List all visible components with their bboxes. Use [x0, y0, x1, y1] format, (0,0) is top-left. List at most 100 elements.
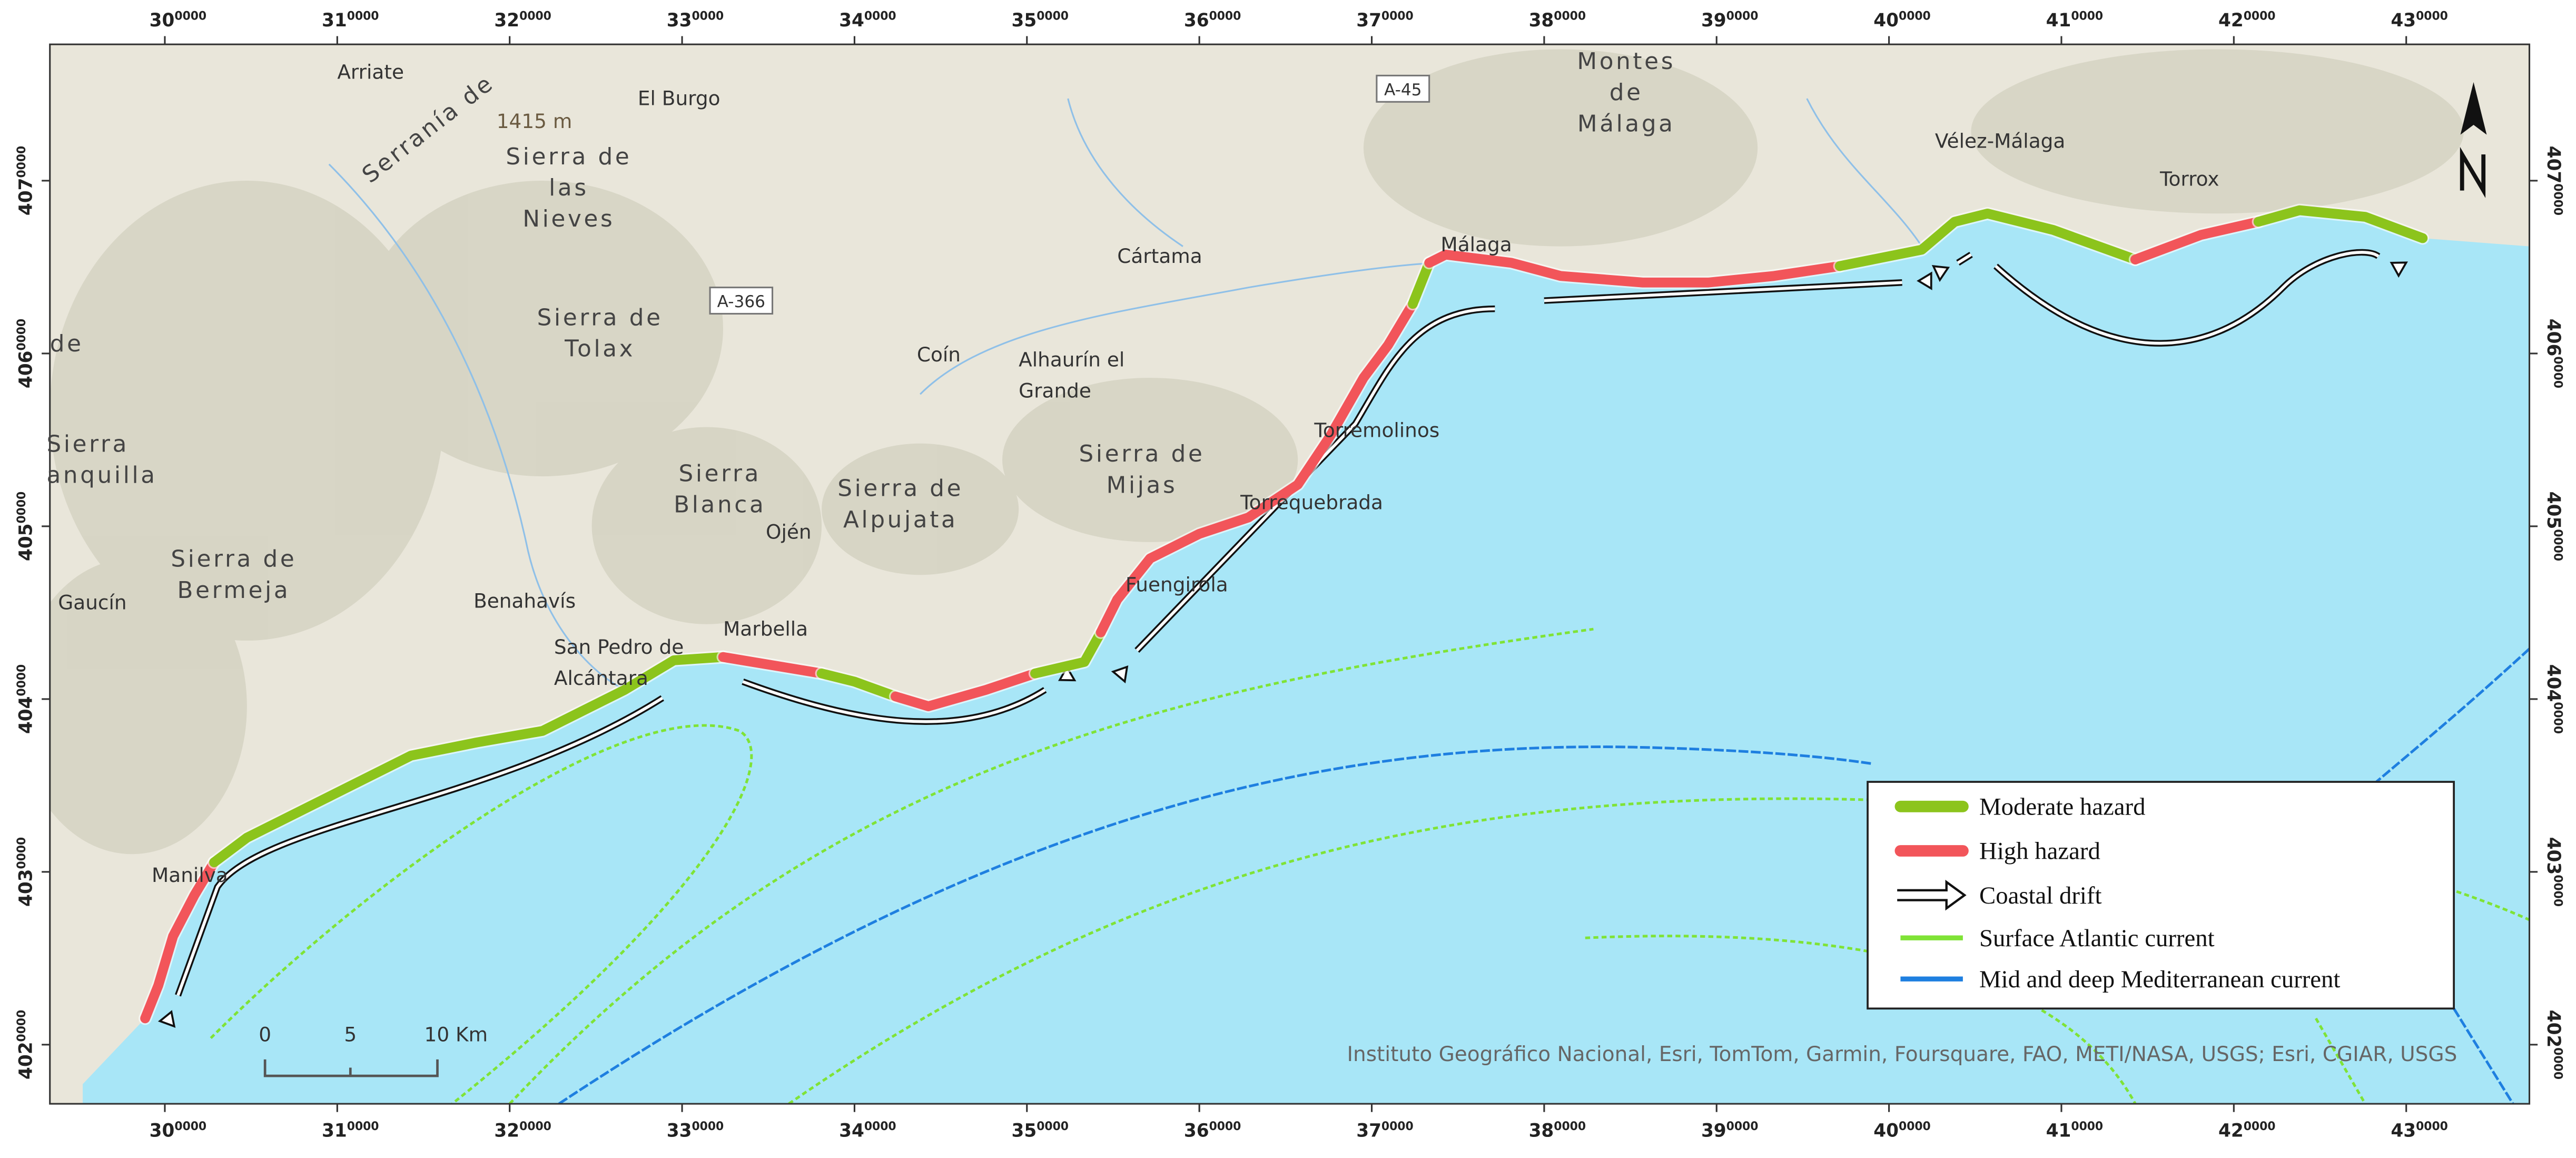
coordinate-label: 4030000 [2543, 837, 2564, 907]
drift-line-inner [742, 680, 1046, 723]
drift-head [157, 1010, 176, 1028]
hazard-segment [1424, 249, 1845, 288]
place-label: Manilva [152, 863, 228, 887]
place-label: Sierra Blanca [674, 460, 766, 518]
place-label-line: Alpujata [843, 506, 958, 533]
coordinate-label: 4060000 [15, 319, 36, 388]
hazard-segment [209, 652, 728, 868]
coordinate-main: 35 [1012, 1120, 1037, 1141]
drift-line-inner [1136, 307, 1495, 652]
coordinate-label: 360000 [1184, 9, 1241, 31]
coordinate-sup: 0000 [2416, 1120, 2448, 1133]
place-label-line: Alcántara [554, 666, 648, 690]
place-label: Sierra de las Nieves [506, 143, 631, 232]
place-label-line: San Pedro de [554, 635, 684, 659]
coordinate-sup: 0000 [2551, 183, 2564, 215]
map-frame [49, 43, 2531, 1105]
hazard-segment [1030, 627, 1106, 679]
coordinate-main: 36 [1184, 1120, 1209, 1141]
coordinate-label: 4050000 [15, 492, 36, 561]
coordinate-label: 350000 [1012, 1120, 1069, 1141]
coordinate-main: 41 [2046, 10, 2071, 31]
coordinate-main: 405 [15, 523, 36, 561]
coordinate-label: 350000 [1012, 9, 1069, 31]
coordinate-sup: 0000 [1209, 1120, 1241, 1133]
place-label: Sierra de Tolax [537, 304, 663, 362]
road-label: A-45 [1384, 81, 1422, 100]
place-label: Torrox [2159, 167, 2219, 190]
coordinate-label: 380000 [1529, 9, 1586, 31]
drift-line-inner [1995, 251, 2380, 345]
place-label: Sierra anquilla [46, 430, 157, 488]
coordinate-sup: 0000 [347, 9, 379, 23]
coordinate-sup: 0000 [2551, 529, 2564, 561]
scale-label: 5 [344, 1023, 357, 1046]
coordinate-sup: 0000 [1726, 9, 1759, 23]
place-label-line: Málaga [1440, 233, 1512, 256]
coordinate-main: 404 [15, 696, 36, 734]
place-label: Torremolinos [1314, 418, 1439, 441]
coordinate-sup: 0000 [1899, 9, 1931, 23]
place-label-line: Bermeja [177, 577, 290, 604]
place-label: Coín [917, 343, 961, 366]
hazard-segment [1408, 258, 1434, 309]
coordinate-sup: 0000 [15, 837, 28, 869]
coordinate-sup: 0000 [692, 1120, 724, 1133]
coordinate-sup: 0000 [2551, 702, 2564, 734]
coordinate-main: 42 [2218, 10, 2244, 31]
coastline-hazard [139, 203, 2430, 1025]
coordinate-label: 310000 [322, 1120, 379, 1141]
place-label: Sierra de Mijas [1079, 440, 1205, 498]
place-label-line: El Burgo [638, 87, 721, 110]
coordinate-sup: 0000 [1726, 1120, 1759, 1133]
coordinate-main: 37 [1356, 10, 1381, 31]
place-label: Málaga [1440, 233, 1512, 256]
place-label-line: Cártama [1117, 244, 1202, 268]
coordinate-sup: 0000 [519, 9, 551, 23]
coordinate-label: 4030000 [15, 837, 36, 907]
coordinate-main: 32 [494, 10, 519, 31]
coordinate-label: 4020000 [15, 1010, 36, 1080]
scale-bar [263, 1059, 439, 1077]
coordinate-sup: 0000 [2244, 1120, 2276, 1133]
coordinate-label: 390000 [1701, 1120, 1758, 1141]
coordinate-sup: 0000 [2244, 9, 2276, 23]
coordinate-main: 407 [2543, 146, 2564, 184]
coordinate-label: 310000 [322, 9, 379, 31]
place-label: Montes de Málaga [1577, 48, 1675, 137]
coordinate-sup: 0000 [15, 664, 28, 696]
coordinate-sup: 0000 [1037, 1120, 1069, 1133]
legend-symbol [1897, 879, 1967, 911]
drift-line-inner [1544, 281, 1902, 302]
road-label: A-366 [717, 292, 765, 311]
coordinate-main: 406 [15, 351, 36, 389]
road-shield: A-366 [709, 287, 774, 315]
coordinate-sup: 0000 [2416, 9, 2448, 23]
drift-head [2390, 261, 2408, 278]
coordinate-main: 40 [1873, 1120, 1899, 1141]
coordinate-main: 30 [150, 1120, 175, 1141]
coordinate-main: 37 [1356, 1120, 1381, 1141]
coordinate-label: 360000 [1184, 1120, 1241, 1141]
coordinate-label: 4040000 [2543, 664, 2564, 734]
coordinate-main: 39 [1701, 10, 1726, 31]
place-label-line: Marbella [723, 617, 808, 641]
drift-head [1931, 265, 1950, 282]
place-label: Ojén [766, 521, 812, 544]
coordinate-sup: 0000 [15, 146, 28, 178]
place-label-line: Montes [1577, 48, 1675, 75]
coordinate-sup: 0000 [15, 1010, 28, 1042]
place-label-line: Benahavís [473, 590, 576, 613]
coordinate-main: 30 [150, 10, 175, 31]
coordinate-sup: 0000 [864, 1120, 896, 1133]
coordinate-main: 43 [2391, 1120, 2416, 1141]
coordinate-main: 34 [839, 10, 864, 31]
coordinate-label: 420000 [2218, 9, 2275, 31]
place-label-line: Sierra de [506, 143, 631, 170]
coordinate-label: 400000 [1873, 1120, 1930, 1141]
hazard-segment [140, 857, 219, 1024]
coordinate-main: 36 [1184, 10, 1209, 31]
coordinate-label: 4070000 [2543, 146, 2564, 215]
coordinate-sup: 0000 [174, 9, 206, 23]
